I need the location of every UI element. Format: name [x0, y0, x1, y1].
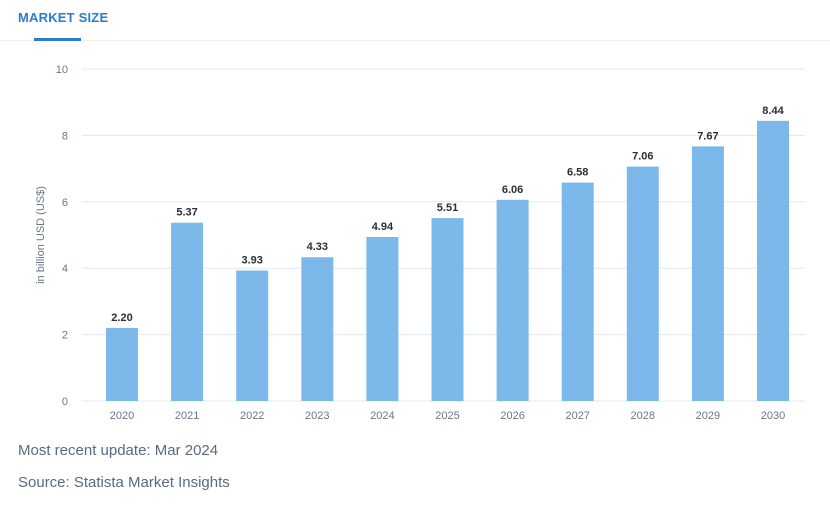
bar [236, 270, 269, 401]
bar-value-label: 5.37 [176, 207, 197, 219]
bar [691, 146, 724, 401]
bar [757, 120, 789, 402]
x-tick-label: 2029 [696, 410, 720, 422]
y-tick-label: 6 [62, 197, 68, 209]
x-tick-label: 2024 [370, 410, 394, 422]
bar [496, 199, 529, 401]
source-text: Source: Statista Market Insights [18, 474, 230, 491]
market-size-bar-chart: 0 2 4 6 8 10 in billion USD (US$) 2.20 2020 5.37 2… [35, 64, 805, 422]
x-tick-label: 2022 [240, 410, 264, 422]
y-tick-label: 0 [62, 396, 68, 408]
bar [431, 218, 464, 401]
bar [626, 166, 659, 401]
bar [171, 222, 204, 401]
bar-value-label: 4.94 [372, 221, 394, 233]
bar-value-label: 7.67 [697, 130, 718, 142]
bar-value-label: 6.06 [502, 184, 523, 196]
bar-value-label: 4.33 [307, 241, 328, 253]
bar-value-label: 3.93 [241, 255, 262, 267]
y-tick-label: 10 [56, 64, 68, 76]
bar-value-label: 8.44 [762, 105, 784, 117]
x-tick-label: 2023 [305, 410, 329, 422]
x-tick-label: 2026 [500, 410, 524, 422]
bar-value-label: 6.58 [567, 167, 588, 179]
bar-value-label: 5.51 [437, 202, 458, 214]
y-tick-label: 4 [62, 263, 68, 275]
y-axis-label: in billion USD (US$) [35, 186, 47, 284]
bar [366, 236, 399, 401]
y-tick-label: 8 [62, 130, 68, 142]
x-tick-label: 2020 [110, 410, 134, 422]
x-tick-label: 2027 [565, 410, 589, 422]
y-tick-label: 2 [62, 330, 68, 342]
recent-update-text: Most recent update: Mar 2024 [18, 442, 219, 459]
x-tick-label: 2030 [761, 410, 785, 422]
x-tick-label: 2025 [435, 410, 459, 422]
x-tick-label: 2021 [175, 410, 199, 422]
bar-value-label: 2.20 [111, 312, 132, 324]
tab-active-indicator [34, 38, 81, 41]
bar [106, 327, 138, 401]
tab-market-size[interactable]: MARKET SIZE [18, 10, 109, 25]
bar [301, 257, 334, 401]
tab-bar: MARKET SIZE [0, 0, 830, 41]
bar-value-label: 7.06 [632, 151, 653, 163]
x-tick-label: 2028 [631, 410, 655, 422]
bar [561, 182, 594, 401]
